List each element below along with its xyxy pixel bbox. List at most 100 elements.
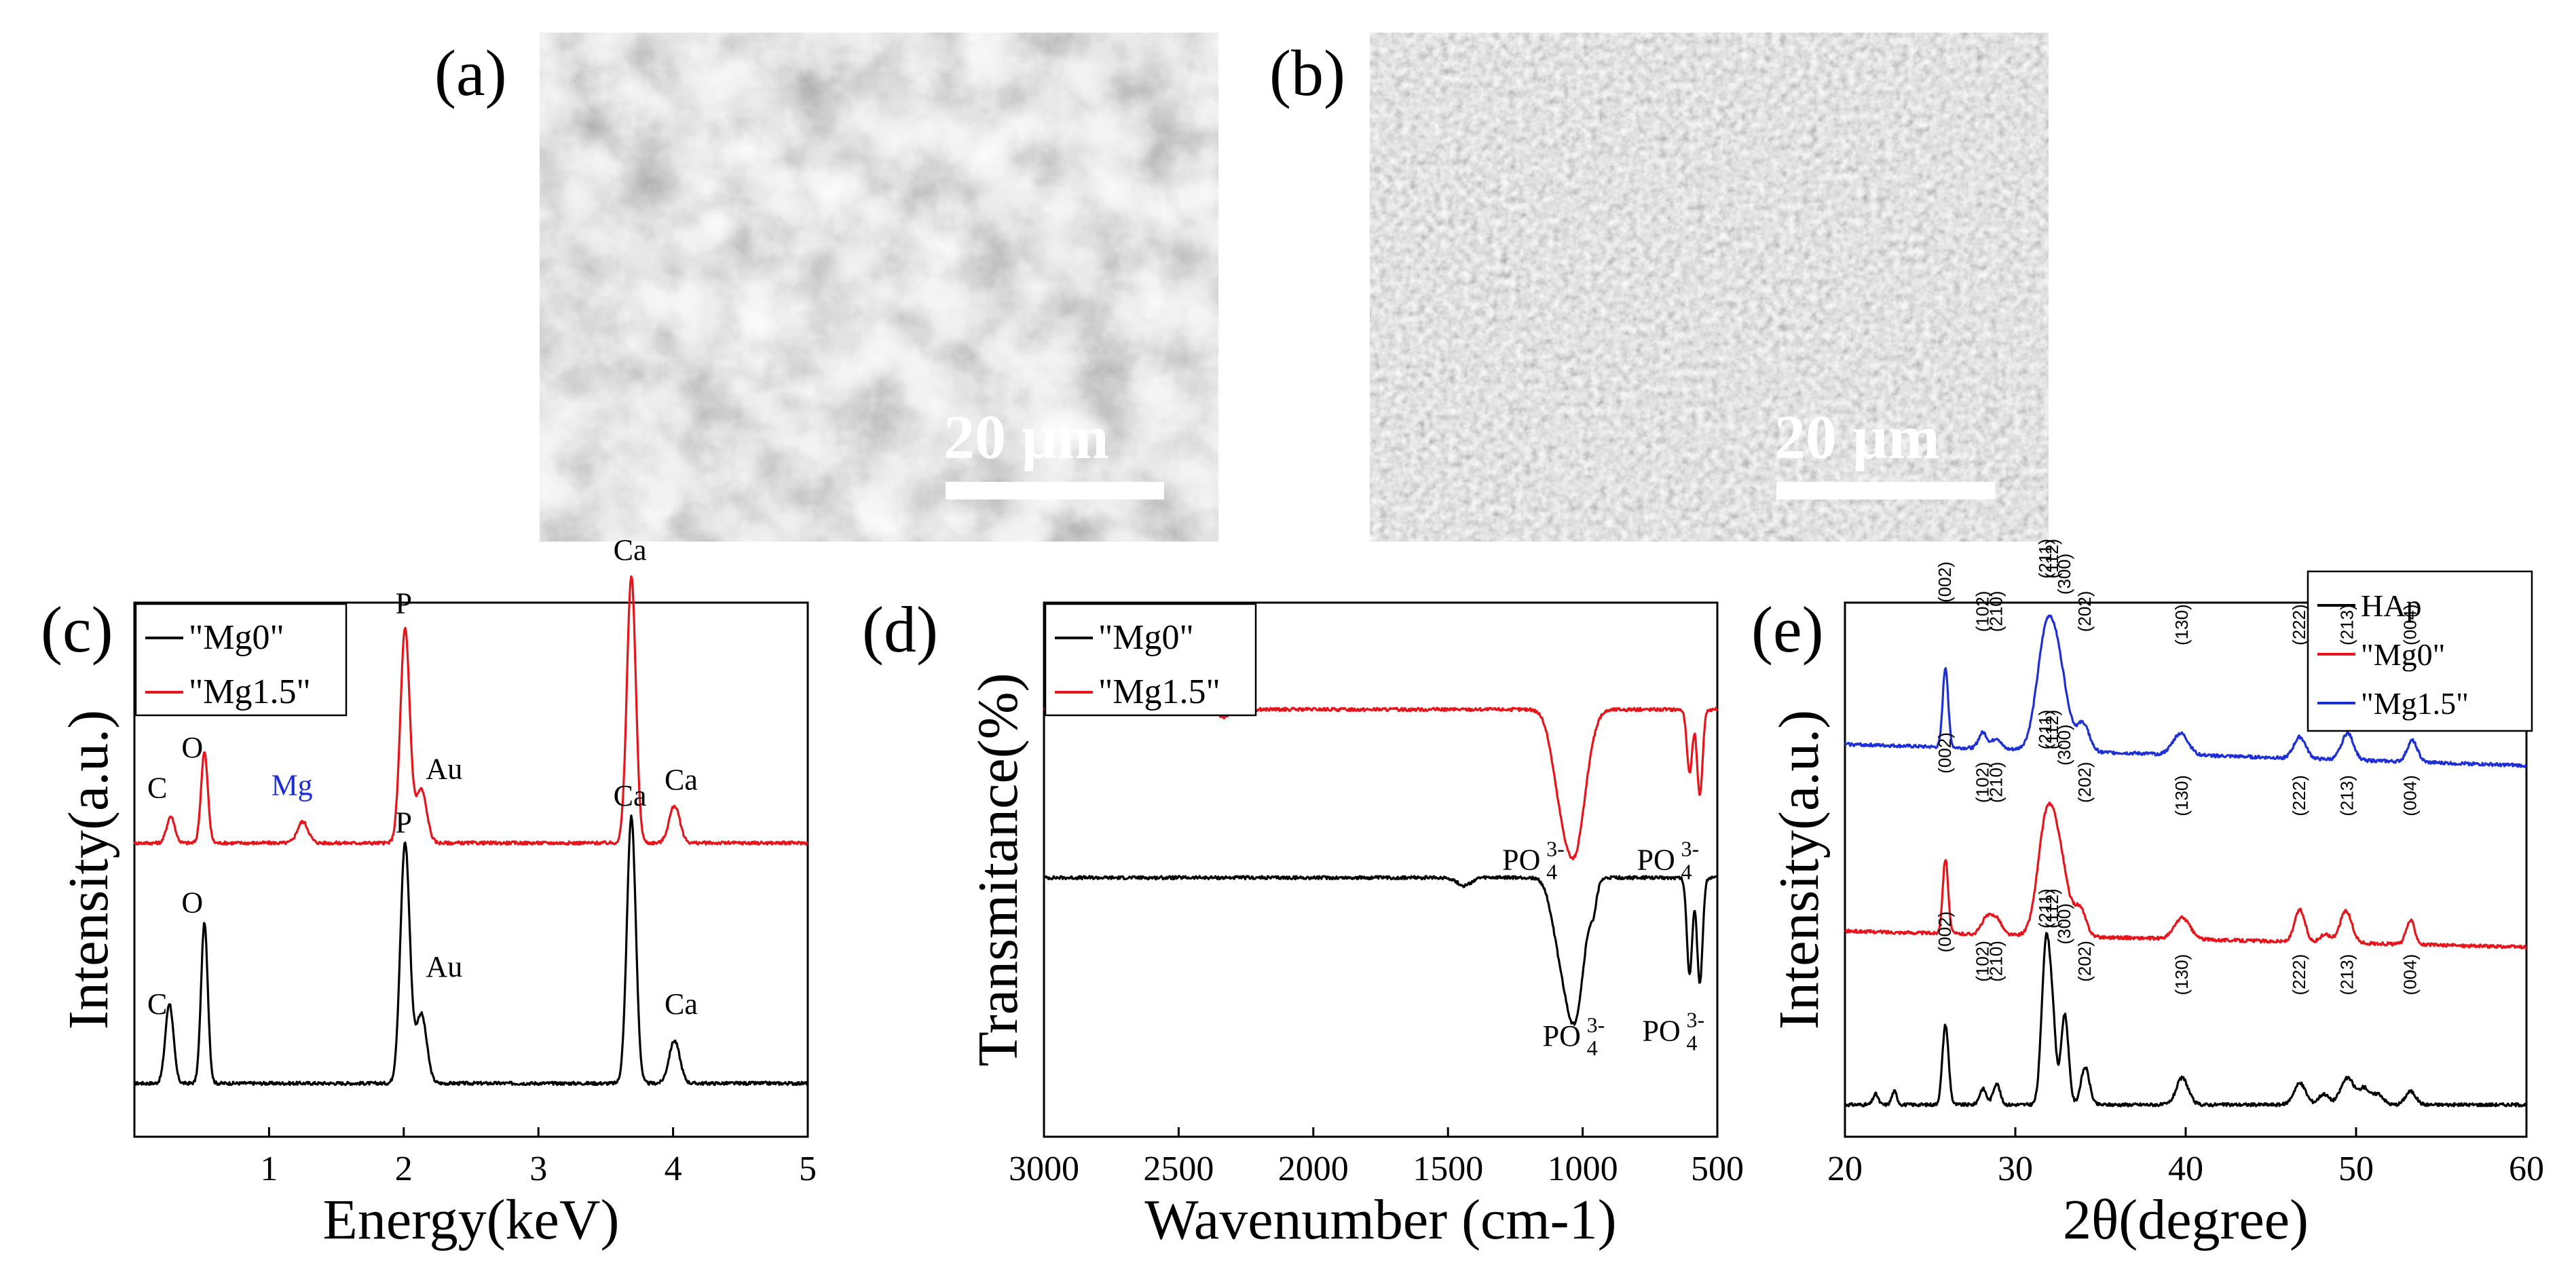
annotation-text-d: PO xyxy=(1502,844,1540,877)
hkl-label-1: (202) xyxy=(2074,761,2095,803)
hkl-label-1: (300) xyxy=(2054,724,2074,766)
annotation-c: P xyxy=(396,806,412,839)
chart-e: 20 30 40 50 60 2θ(degree) Intensity(a.u.) (e) HA… xyxy=(1751,539,2544,1251)
annotation-d: PO 43- xyxy=(1637,837,1700,884)
plot-frame-d xyxy=(1043,601,1719,1138)
series-line-c-1 xyxy=(133,575,808,846)
panel-a: (a) 20 μm xyxy=(434,33,1218,542)
legend-box-d xyxy=(1044,603,1257,717)
scale-bar-label-b: 20 μm xyxy=(1774,402,1940,472)
panel-b: (b) 20 μm xyxy=(1269,33,2049,542)
hkl-label-1: (002) xyxy=(1935,732,1955,774)
y-axis-label-d: Transmitance(%) xyxy=(967,673,1030,1066)
hkl-label-0: (002) xyxy=(1935,911,1955,953)
y-axis-label-c: Intensity(a.u.) xyxy=(57,710,120,1030)
x-tick-label-e: 20 xyxy=(1827,1150,1863,1188)
annotation-d: PO 43- xyxy=(1502,837,1565,884)
annotation-sub-d: 4 xyxy=(1546,860,1557,884)
x-tick-label-d: 500 xyxy=(1691,1150,1744,1188)
chart-c: 1 2 3 4 5 Energy(keV) Intensity(a.u.) (c) "Mg0" "… xyxy=(41,533,817,1251)
annotation-c: C xyxy=(147,771,167,804)
annotation-sub-d: 4 xyxy=(1686,1030,1697,1055)
annotation-d: PO 43- xyxy=(1543,1013,1605,1060)
series-line-e-0 xyxy=(1844,932,2528,1108)
x-tick-label-c: 4 xyxy=(665,1150,682,1188)
x-tick-label-c: 3 xyxy=(529,1150,547,1188)
annotation-c: Ca xyxy=(665,763,698,796)
annotation-sup-d: 3- xyxy=(1686,1007,1704,1032)
annotation-sub-d: 4 xyxy=(1587,1036,1598,1060)
annotation-c: Mg xyxy=(272,768,313,801)
hkl-label-0: (211) xyxy=(2035,888,2055,928)
series-line-e-1 xyxy=(1844,801,2527,950)
legend-label-e: "Mg1.5" xyxy=(2361,686,2469,721)
legend-label-c: "Mg0" xyxy=(189,618,284,657)
annotation-sub-d: 4 xyxy=(1681,860,1692,884)
hkl-label-2: (102) xyxy=(1972,591,1992,632)
annotation-sup-d: 3- xyxy=(1546,837,1565,861)
x-tick-label-c: 5 xyxy=(799,1150,817,1188)
hkl-label-0: (202) xyxy=(2074,941,2095,982)
panel-label-c: (c) xyxy=(41,593,113,666)
annotation-c: Ca xyxy=(614,779,647,812)
legend-box-c xyxy=(134,603,348,717)
hkl-label-0: (300) xyxy=(2054,903,2074,945)
annotation-c: O xyxy=(181,886,203,919)
hkl-label-2: (213) xyxy=(2336,604,2357,645)
hkl-label-0: (210) xyxy=(1985,941,2006,982)
legend-label-d: "Mg1.5" xyxy=(1098,673,1220,711)
hkl-label-0: (004) xyxy=(2400,954,2420,996)
hkl-label-1: (210) xyxy=(1985,761,2006,803)
annotation-sup-d: 3- xyxy=(1587,1013,1605,1037)
hkl-label-2: (130) xyxy=(2171,604,2192,645)
hkl-label-2: (210) xyxy=(1985,591,2006,632)
x-tick-label-d: 2000 xyxy=(1278,1150,1349,1188)
panel-label-e: (e) xyxy=(1751,593,1824,666)
legend-label-d: "Mg0" xyxy=(1098,618,1194,657)
series-line-e-2 xyxy=(1844,614,2527,768)
series-line-c-0 xyxy=(134,814,809,1087)
annotation-c: O xyxy=(181,731,203,764)
annotation-c: Au xyxy=(426,753,462,786)
hkl-label-2: (112) xyxy=(2042,539,2062,579)
sem-image-b xyxy=(1370,33,2049,542)
x-tick-label-e: 40 xyxy=(2168,1150,2203,1188)
x-axis-label-e: 2θ(degree) xyxy=(2063,1188,2309,1251)
x-tick-label-e: 60 xyxy=(2509,1150,2544,1188)
legend-label-e: "Mg0" xyxy=(2361,637,2445,672)
chart-d: 3000 2500 2000 1500 1000 500 Wavenumber (cm-1)… xyxy=(862,593,1744,1251)
hkl-label-1: (211) xyxy=(2035,710,2055,750)
y-axis-label-e: Intensity(a.u.) xyxy=(1768,710,1831,1030)
annotation-c: Ca xyxy=(614,533,647,567)
x-tick-label-e: 50 xyxy=(2338,1150,2374,1188)
legend-label-e: HAp xyxy=(2361,588,2421,623)
x-tick-label-d: 1500 xyxy=(1413,1150,1483,1188)
legend-label-c: "Mg1.5" xyxy=(189,673,311,711)
hkl-label-2: (202) xyxy=(2074,591,2095,632)
sem-image-a xyxy=(540,33,1218,542)
annotation-text-d: PO xyxy=(1637,844,1675,877)
hkl-label-1: (102) xyxy=(1972,761,1992,803)
hkl-label-1: (213) xyxy=(2336,775,2357,816)
annotation-text-d: PO xyxy=(1543,1019,1581,1053)
hkl-label-1: (222) xyxy=(2289,775,2309,816)
hkl-label-1: (112) xyxy=(2042,710,2062,750)
hkl-label-0: (102) xyxy=(1972,941,1992,982)
scale-bar-a xyxy=(946,482,1164,499)
hkl-label-0: (130) xyxy=(2171,954,2192,996)
panel-b-label: (b) xyxy=(1269,37,1345,109)
x-tick-label-d: 3000 xyxy=(1009,1150,1079,1188)
series-line-d-0 xyxy=(1043,875,1718,1026)
x-tick-label-d: 2500 xyxy=(1143,1150,1214,1188)
annotation-text-d: PO xyxy=(1642,1014,1680,1047)
x-tick-label-d: 1000 xyxy=(1548,1150,1618,1188)
hkl-label-1: (004) xyxy=(2400,775,2420,816)
annotation-c: Au xyxy=(426,950,462,983)
x-axis-label-c: Energy(keV) xyxy=(323,1188,620,1251)
hkl-label-0: (213) xyxy=(2336,954,2357,996)
hkl-label-2: (002) xyxy=(1935,561,1955,603)
hkl-label-2: (211) xyxy=(2035,539,2055,579)
annotation-c: Ca xyxy=(665,987,698,1021)
annotation-c: P xyxy=(396,587,412,620)
